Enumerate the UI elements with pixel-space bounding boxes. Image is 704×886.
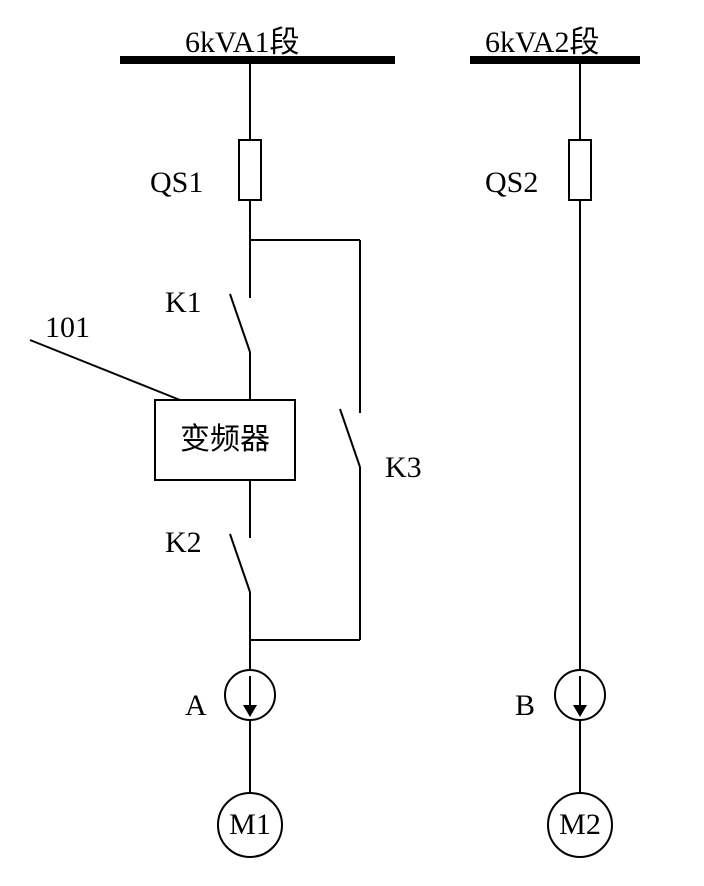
- vfd-callout-line: [30, 340, 180, 400]
- ammeter-arrow-b: [573, 705, 587, 717]
- disconnector-label-qs2: QS2: [485, 166, 538, 199]
- motor-label-m1: M1: [229, 808, 271, 841]
- disconnector-qs2: [569, 140, 591, 200]
- switch-k3: [340, 409, 360, 467]
- vfd-label: 变频器: [180, 423, 270, 456]
- motor-label-m2: M2: [559, 808, 601, 841]
- switch-k1: [230, 294, 250, 352]
- electrical-diagram: 6kVA1段 6kVA2段 QS1 QS2 K1 K2 K3 变频器 101 A B M1 M2: [0, 0, 704, 886]
- ammeter-arrow-a: [243, 705, 257, 717]
- switch-k2: [230, 534, 250, 592]
- vfd-callout-number: 101: [45, 311, 90, 344]
- disconnector-label-qs1: QS1: [150, 166, 203, 199]
- switch-label-k1: K1: [165, 286, 202, 319]
- ammeter-label-a: A: [185, 689, 207, 722]
- busbar-label-right: 6kVA2段: [485, 26, 599, 59]
- busbar-label-left: 6kVA1段: [185, 26, 299, 59]
- disconnector-qs1: [239, 140, 261, 200]
- switch-label-k2: K2: [165, 526, 202, 559]
- switch-label-k3: K3: [385, 451, 422, 484]
- ammeter-label-b: B: [515, 689, 535, 722]
